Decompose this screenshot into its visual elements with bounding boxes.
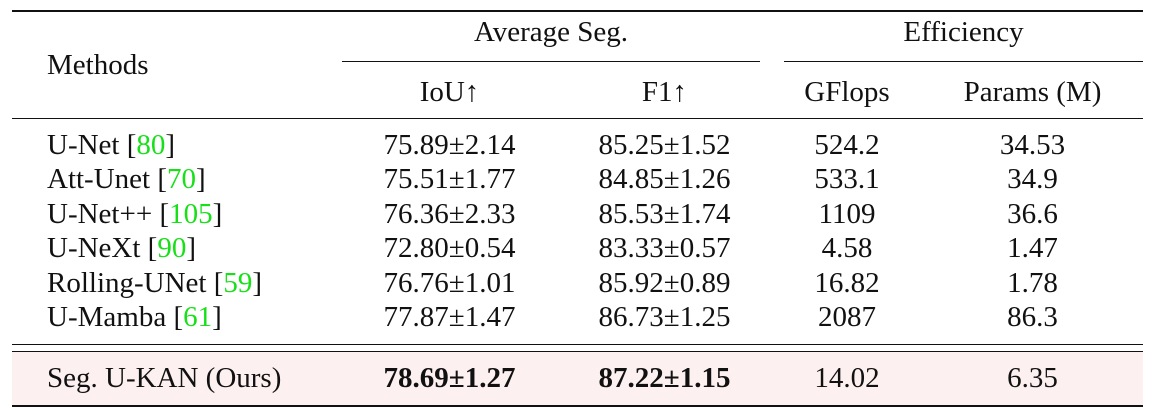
ours-method-cell: Seg. U-KAN (Ours) — [12, 351, 342, 406]
citation-close: ] — [252, 266, 263, 299]
citation-close: ] — [212, 301, 222, 334]
gflops-cell: 524.2 — [814, 128, 880, 161]
iou-cell: 76.76±1.01 — [383, 266, 516, 299]
method-cell: Att-Unet [70] — [12, 163, 342, 198]
header-row-2: IoU↑ F1↑ GFlops Params (M) — [12, 66, 1144, 119]
gflops-cell: 1109 — [818, 197, 876, 230]
table-row: Rolling-UNet [59] 76.76±1.01 85.92±0.89 … — [12, 266, 1143, 301]
ours-row: Seg. U-KAN (Ours) 78.69±1.27 87.22±1.15 … — [12, 351, 1144, 406]
method-name: Att-Unet — [47, 163, 158, 196]
citation-open: [ — [159, 197, 170, 230]
ours-f1-cell: 87.22±1.15 — [557, 351, 772, 406]
citation-link[interactable]: 59 — [223, 266, 253, 299]
gflops-cell: 16.82 — [814, 266, 880, 299]
table-row: U-Net [80] 75.89±2.14 85.25±1.52 524.2 3… — [12, 119, 1143, 163]
method-cell: U-Mamba [61] — [12, 301, 342, 345]
gflops-cell: 2087 — [818, 301, 876, 334]
efficiency-header: Efficiency — [772, 11, 1144, 66]
iou-cell: 72.80±0.54 — [383, 232, 516, 265]
table-row: U-NeXt [90] 72.80±0.54 83.33±0.57 4.58 1… — [12, 232, 1143, 267]
ours-iou-cell: 78.69±1.27 — [342, 351, 557, 406]
iou-cell: 75.89±2.14 — [383, 128, 516, 161]
citation-close: ] — [186, 232, 197, 265]
method-cell: U-Net++ [105] — [12, 197, 342, 232]
citation-close: ] — [212, 197, 223, 230]
ours-params-cell: 6.35 — [922, 351, 1144, 406]
citation-link[interactable]: 61 — [183, 301, 213, 334]
method-name: U-Mamba — [47, 301, 174, 334]
gflops-cell: 533.1 — [814, 163, 880, 196]
iou-cell: 77.87±1.47 — [383, 301, 516, 334]
f1-cell: 85.53±1.74 — [598, 197, 731, 230]
citation-link[interactable]: 70 — [167, 163, 197, 196]
table-row: U-Net++ [105] 76.36±2.33 85.53±1.74 1109… — [12, 197, 1143, 232]
method-name: U-NeXt — [47, 232, 148, 265]
ours-gflops-cell: 14.02 — [772, 351, 922, 406]
table-row: Att-Unet [70] 75.51±1.77 84.85±1.26 533.… — [12, 163, 1143, 198]
results-table: Methods Average Seg. Efficiency IoU↑ F1↑… — [12, 10, 1144, 407]
params-cell: 36.6 — [1007, 197, 1058, 230]
citation-link[interactable]: 90 — [157, 232, 187, 265]
average-seg-header-text: Average Seg. — [342, 16, 760, 62]
f1-cell: 85.92±0.89 — [598, 266, 731, 299]
f1-cell: 86.73±1.25 — [598, 301, 731, 334]
method-cell: U-Net [80] — [12, 119, 342, 163]
citation-open: [ — [147, 232, 158, 265]
method-cell: Rolling-UNet [59] — [12, 266, 342, 301]
average-seg-header: Average Seg. — [342, 11, 772, 66]
params-header: Params (M) — [963, 75, 1102, 108]
params-cell: 34.9 — [1007, 163, 1058, 196]
methods-header: Methods — [47, 48, 149, 81]
f1-cell: 84.85±1.26 — [598, 163, 731, 196]
gflops-header: GFlops — [804, 75, 890, 108]
citation-close: ] — [196, 163, 206, 196]
results-table-container: Methods Average Seg. Efficiency IoU↑ F1↑… — [12, 10, 1144, 407]
citation-open: [ — [126, 128, 137, 161]
citation-open: [ — [157, 163, 168, 196]
header-row-1: Methods Average Seg. Efficiency — [12, 11, 1144, 81]
gflops-cell: 4.58 — [821, 232, 873, 265]
iou-header: IoU↑ — [419, 75, 480, 108]
citation-link[interactable]: 80 — [136, 128, 166, 161]
f1-cell: 83.33±0.57 — [598, 232, 731, 265]
method-cell: U-NeXt [90] — [12, 232, 342, 267]
citation-link[interactable]: 105 — [169, 197, 213, 230]
f1-header: F1↑ — [641, 75, 688, 108]
iou-cell: 75.51±1.77 — [383, 163, 516, 196]
params-cell: 1.78 — [1007, 266, 1058, 299]
f1-cell: 85.25±1.52 — [598, 128, 731, 161]
citation-close: ] — [165, 128, 176, 161]
iou-cell: 76.36±2.33 — [383, 197, 516, 230]
params-cell: 34.53 — [999, 128, 1066, 161]
table-row: U-Mamba [61] 77.87±1.47 86.73±1.25 2087 … — [12, 301, 1144, 345]
citation-open: [ — [213, 266, 224, 299]
section-divider — [12, 344, 1144, 352]
table-spacer — [12, 344, 1144, 352]
params-cell: 86.3 — [1007, 301, 1058, 334]
citation-open: [ — [173, 301, 184, 334]
method-name: Rolling-UNet — [47, 266, 214, 299]
efficiency-header-text: Efficiency — [784, 16, 1144, 62]
method-name: U-Net — [47, 128, 127, 161]
method-name: U-Net++ — [47, 197, 160, 230]
params-cell: 1.47 — [1007, 232, 1058, 265]
